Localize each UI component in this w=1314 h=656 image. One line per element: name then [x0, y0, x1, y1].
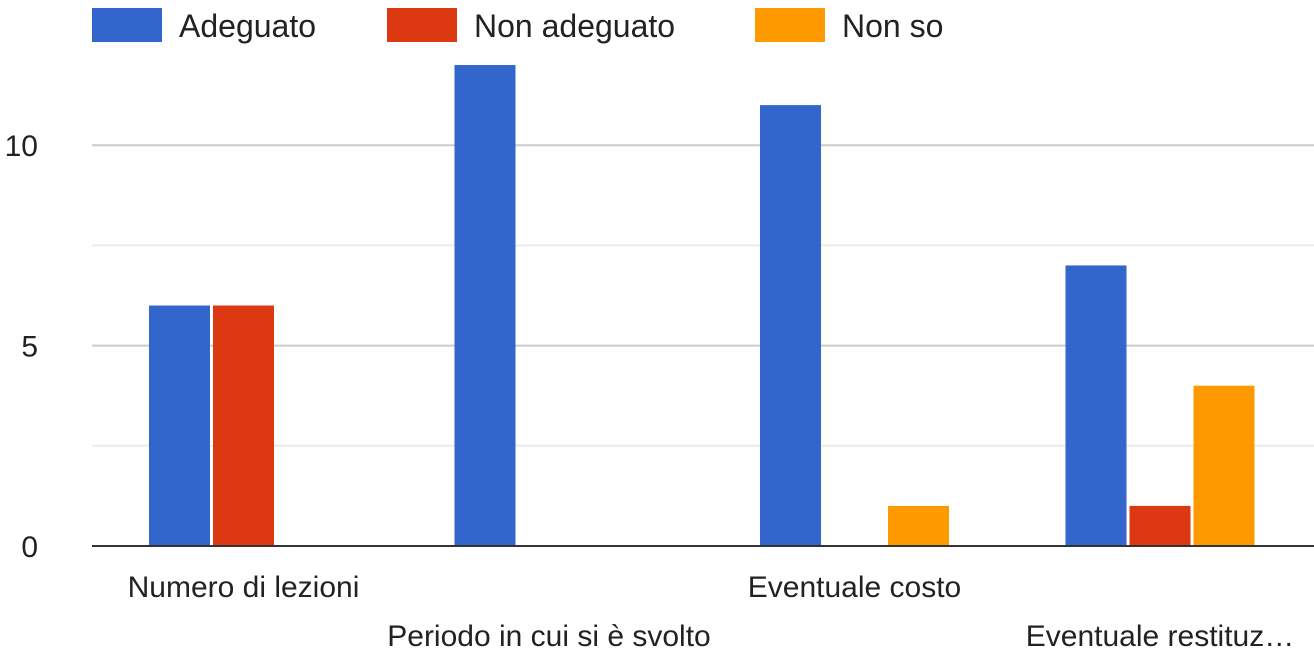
- bar-non-so: [1193, 385, 1255, 546]
- x-axis-ticks: Numero di lezioni Periodo in cui si è svo…: [128, 571, 1295, 653]
- x-tick-label: Periodo in cui si è svolto: [387, 620, 711, 651]
- legend: Adeguato Non adeguato Non so: [92, 8, 943, 44]
- bar-adeguato: [149, 305, 210, 546]
- bar-non-adeguato: [213, 305, 274, 546]
- bar-adeguato: [454, 65, 516, 546]
- legend-label: Adeguato: [179, 8, 316, 44]
- gridlines: [92, 144, 1314, 447]
- legend-swatch: [387, 8, 457, 42]
- legend-label: Non so: [842, 8, 943, 44]
- y-tick-label: 5: [21, 331, 38, 364]
- legend-item: Non adeguato: [387, 8, 675, 44]
- legend-label: Non adeguato: [474, 8, 675, 44]
- x-tick-label: Eventuale costo: [748, 571, 961, 604]
- bar-adeguato: [760, 105, 821, 547]
- legend-swatch: [755, 8, 825, 42]
- bar-non-so: [888, 505, 949, 546]
- bars: [149, 65, 1255, 547]
- y-tick-label: 10: [5, 130, 38, 163]
- y-axis-ticks: 0 5 10: [5, 130, 38, 564]
- x-tick-label: Eventuale restituz…: [1026, 620, 1294, 651]
- y-tick-label: 0: [21, 531, 38, 564]
- legend-swatch: [92, 8, 162, 42]
- x-tick-label: Numero di lezioni: [128, 571, 360, 604]
- legend-item: Non so: [755, 8, 943, 44]
- bar-non-adeguato: [1129, 505, 1191, 546]
- legend-item: Adeguato: [92, 8, 316, 44]
- bar-adeguato: [1065, 265, 1127, 546]
